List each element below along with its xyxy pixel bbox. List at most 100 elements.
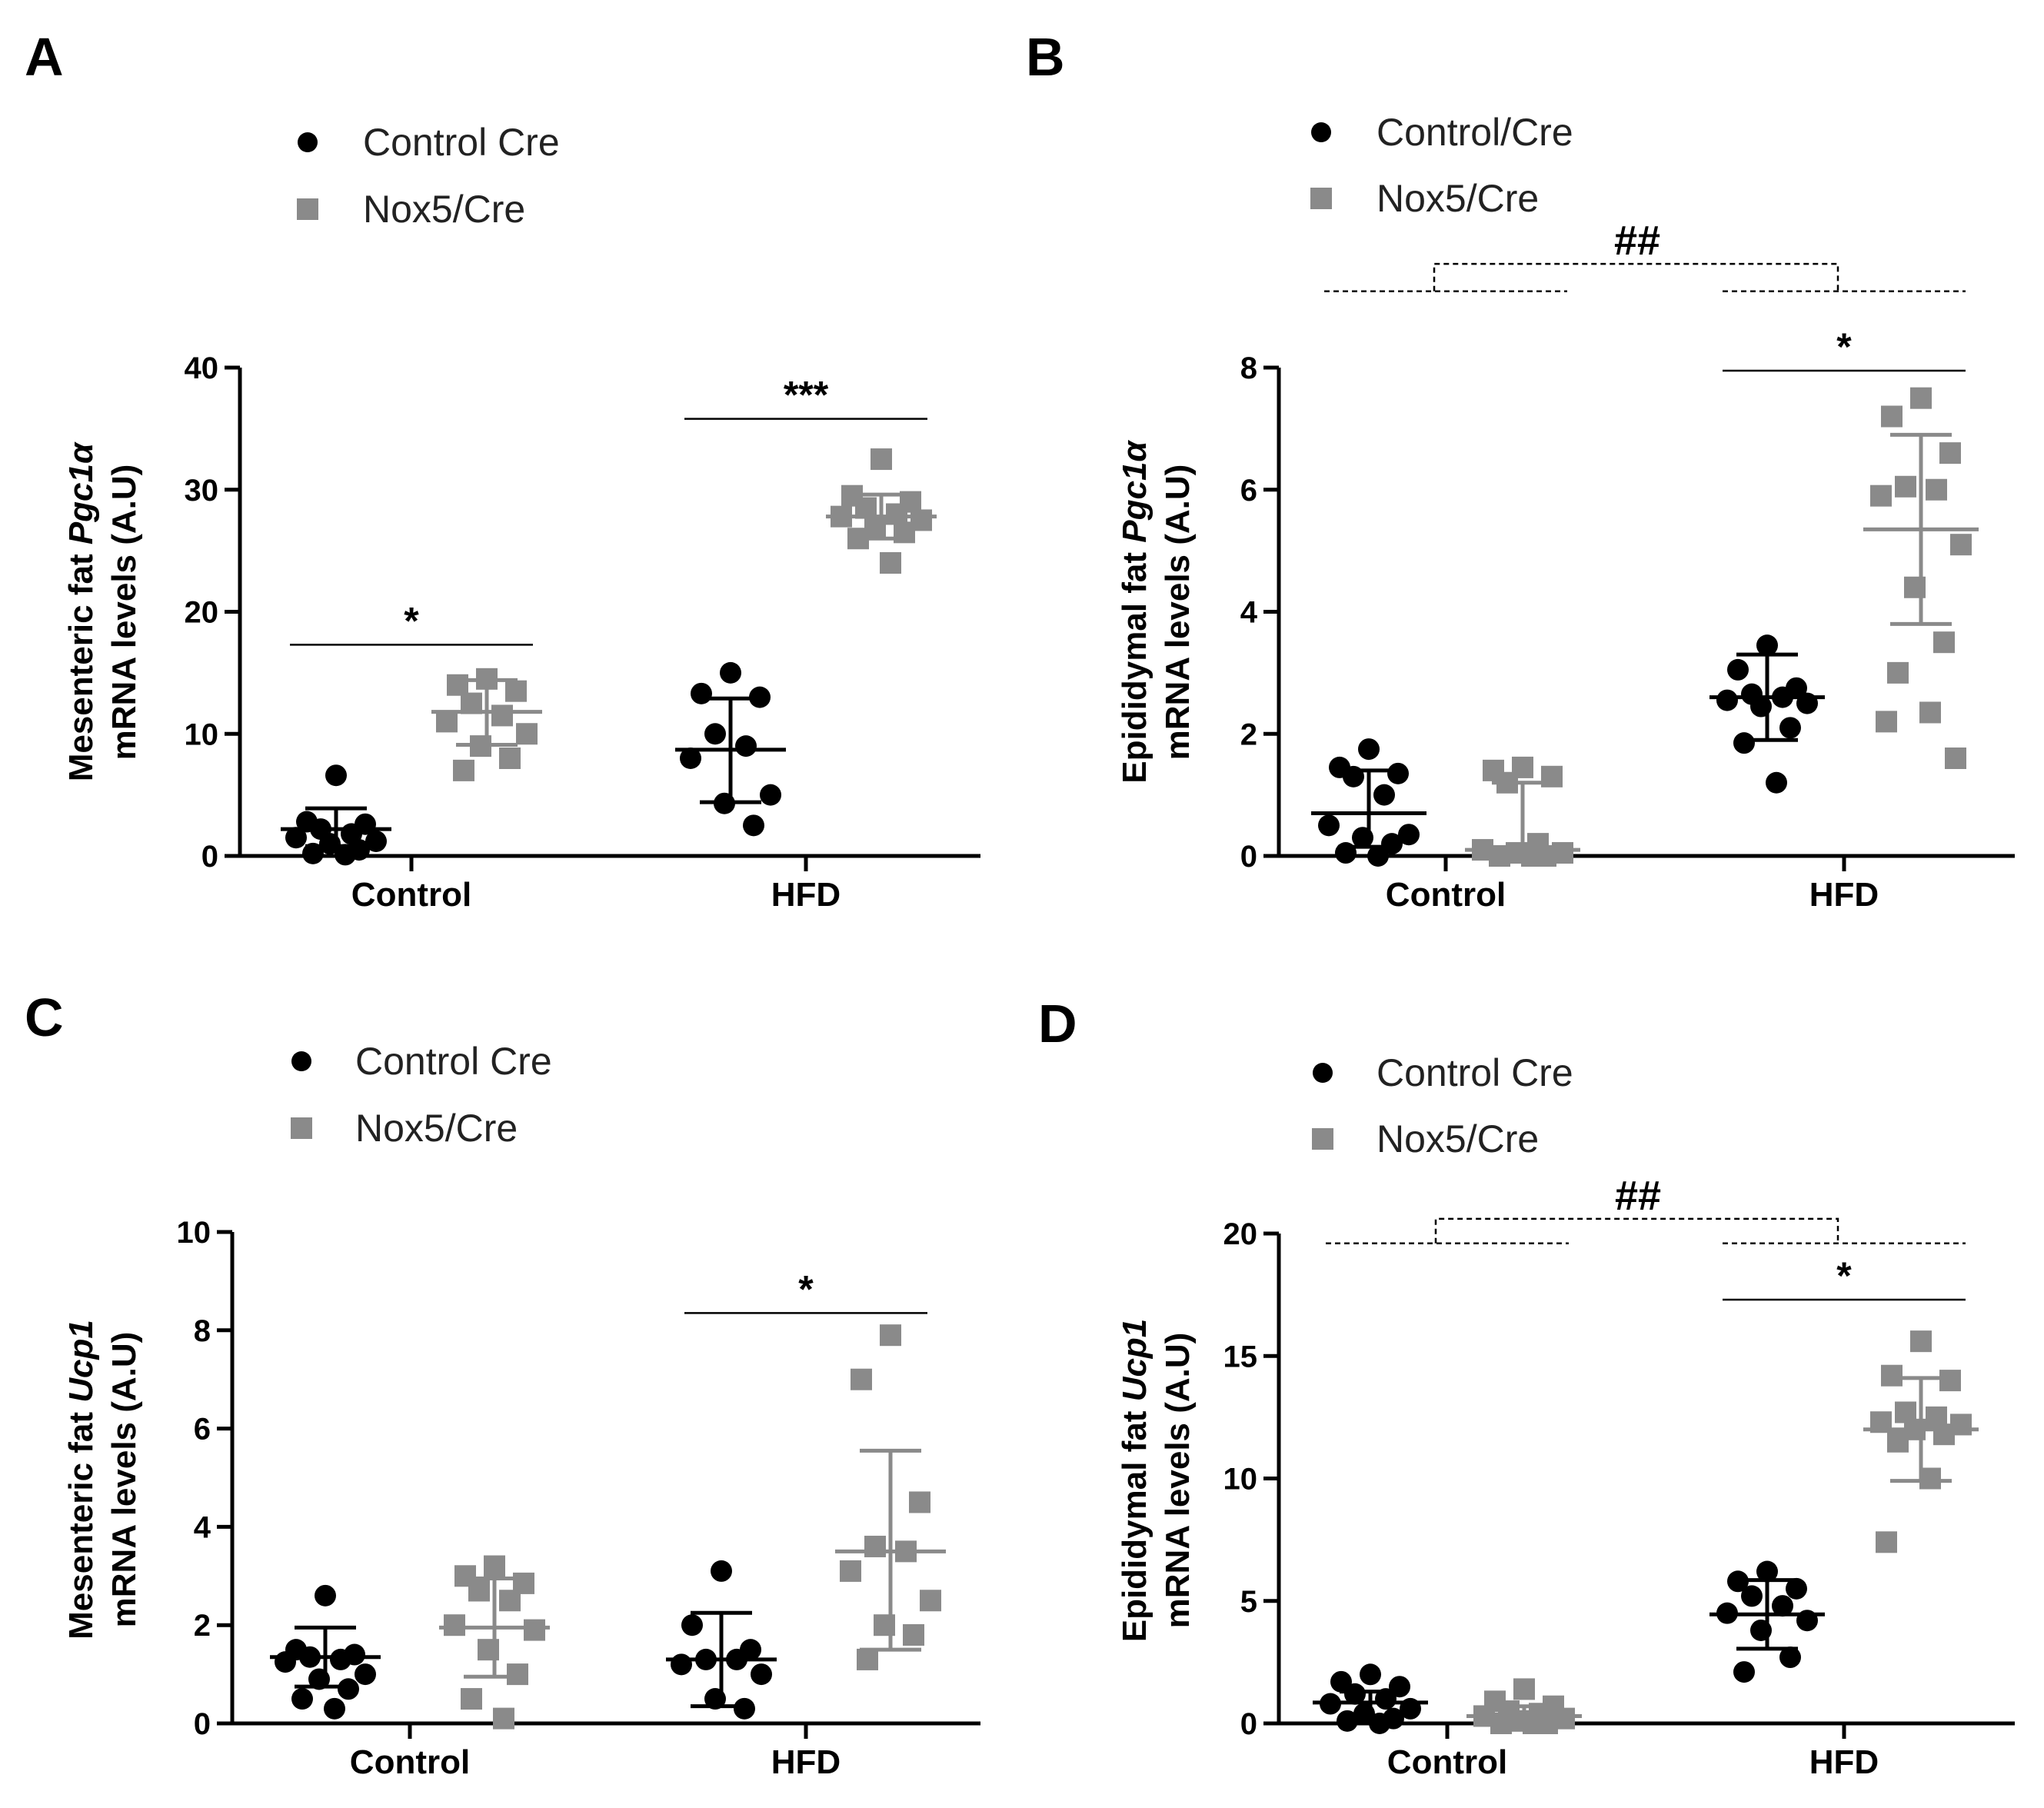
legend-marker-square (297, 198, 318, 220)
y-axis-label-prefix: Mesenteric fat (62, 544, 100, 781)
data-group (1466, 1678, 1582, 1734)
data-point (1727, 658, 1749, 681)
data-point (493, 1707, 514, 1730)
data-point (524, 1619, 545, 1641)
y-tick-label: 15 (1223, 1340, 1258, 1373)
y-axis-label-gene: Ucp1 (62, 1320, 100, 1403)
y-axis-label-gene: Pgc1α (62, 441, 100, 544)
data-point (1733, 1661, 1755, 1683)
data-point (1887, 1430, 1909, 1453)
legend-label: Nox5/Cre (1377, 177, 1539, 220)
data-point (760, 784, 781, 806)
data-point (285, 827, 307, 849)
data-point (1387, 762, 1409, 784)
data-point (1950, 534, 1972, 556)
data-point (355, 1663, 376, 1686)
data-point (1373, 784, 1395, 806)
data-group (835, 1324, 946, 1670)
data-point (484, 1555, 505, 1577)
y-axis-label-line2: mRNA levels (A.U) (1159, 1333, 1197, 1629)
legend-marker-circle (298, 132, 318, 152)
panel-b: B Control/Cre Nox5/Cre 0 2 4 6 8 Control HFD Epidi… (1026, 27, 2015, 914)
data-point (1926, 478, 1947, 501)
panel-d: D Control Cre Nox5/Cre 0 5 10 15 20 Control HFD Ep… (1038, 994, 2015, 1781)
legend-label: Control Cre (1377, 1051, 1573, 1094)
data-point (735, 735, 757, 757)
y-tick-label: 6 (1240, 474, 1257, 508)
data-point (1870, 484, 1892, 507)
y-axis-label: Mesenteric fat Ucp1 mRNA levels (A.U) (62, 1320, 143, 1640)
data-point (461, 1688, 482, 1710)
data-point (447, 674, 468, 696)
data-point (1344, 1683, 1366, 1705)
data-point (880, 552, 901, 574)
data-point (751, 1663, 772, 1686)
data-point (302, 842, 324, 864)
data-point (840, 1560, 861, 1582)
data-point (491, 704, 513, 727)
data-point (1939, 442, 1961, 464)
data-point (1756, 1560, 1778, 1583)
data-point (1360, 1663, 1381, 1686)
y-axis-label: Epididymal fat Pgc1α mRNA levels (A.U) (1116, 440, 1197, 784)
data-point (1318, 814, 1340, 837)
data-point (338, 1678, 359, 1700)
panel-c: C Control Cre Nox5/Cre 0 2 4 6 8 10 Control HFD Mes… (25, 987, 980, 1781)
data-point (1939, 1370, 1961, 1392)
data-point (499, 748, 521, 769)
y-axis-label-prefix: Epididymal fat (1116, 543, 1153, 784)
data-point (681, 1614, 703, 1637)
data-point (1910, 1330, 1932, 1353)
data-point (903, 1623, 924, 1646)
y-tick-label: 4 (194, 1510, 211, 1544)
data-point (1779, 717, 1801, 739)
x-category-label: Control (1387, 1743, 1507, 1781)
data-point (324, 1697, 345, 1720)
x-category-label: HFD (771, 876, 841, 914)
data-point (734, 1697, 755, 1720)
data-point (1779, 1647, 1801, 1669)
y-axis-label: Epididymal fat Ucp1 mRNA levels (A.U) (1116, 1319, 1197, 1643)
group-bracket-top (1433, 262, 1839, 291)
x-category-label: HFD (1809, 876, 1879, 914)
data-point (1910, 387, 1932, 409)
significance-label: * (798, 1267, 814, 1310)
significance-label: * (404, 599, 419, 642)
data-point (920, 1590, 941, 1612)
data-group (1709, 634, 1825, 794)
panel-label: C (25, 987, 64, 1047)
x-category-label: HFD (1809, 1743, 1879, 1781)
legend-marker-square (1312, 1128, 1333, 1150)
data-point (505, 680, 527, 702)
y-tick-label: 20 (185, 596, 219, 630)
data-group (1709, 1560, 1825, 1683)
data-point (453, 759, 474, 781)
legend-marker-circle (291, 1051, 311, 1071)
legend: Control Cre Nox5/Cre (297, 121, 560, 231)
legend-marker-circle (1311, 122, 1331, 142)
data-point (1513, 1678, 1535, 1700)
data-point (1887, 661, 1909, 684)
panel-label: B (1026, 27, 1065, 87)
data-group (1863, 387, 1979, 769)
data-point (315, 1584, 336, 1607)
data-group (1863, 1330, 1979, 1553)
data-point (1919, 1467, 1941, 1490)
data-point (1367, 845, 1389, 867)
y-tick-label: 8 (1240, 351, 1257, 385)
data-point (1933, 631, 1955, 654)
data-group (666, 1560, 777, 1720)
data-point (1766, 771, 1787, 794)
y-axis-label-prefix: Epididymal fat (1116, 1401, 1153, 1642)
data-point (325, 764, 347, 787)
data-point (1337, 1710, 1358, 1732)
significance-label: * (1836, 325, 1852, 368)
data-group (675, 661, 786, 837)
y-tick-label: 5 (1240, 1585, 1257, 1619)
y-axis-label-gene: Pgc1α (1116, 440, 1153, 543)
data-point (1358, 738, 1380, 761)
data-point (691, 682, 712, 704)
y-axis-label-prefix: Mesenteric fat (62, 1403, 100, 1640)
